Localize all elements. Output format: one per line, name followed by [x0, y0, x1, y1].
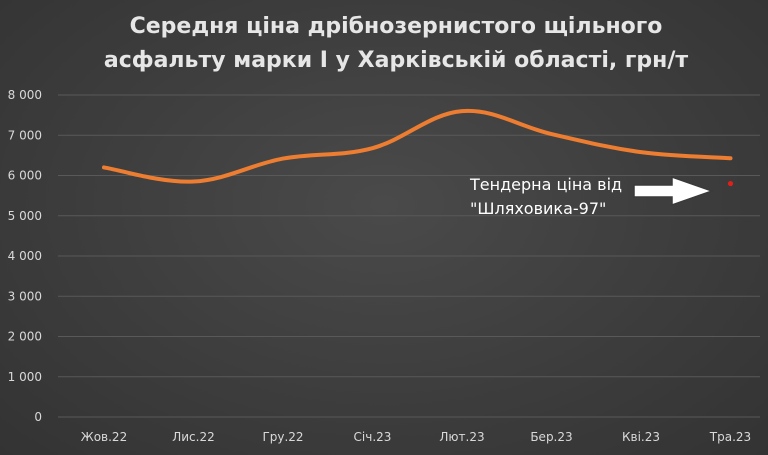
annotation-line-2: "Шляховика-97"	[470, 199, 606, 218]
y-tick-label: 4 000	[8, 249, 42, 263]
y-tick-label: 3 000	[8, 289, 42, 303]
y-tick-label: 1 000	[8, 370, 42, 384]
y-tick-label: 5 000	[8, 209, 42, 223]
x-tick-label: Жов.22	[81, 430, 127, 444]
series-line	[102, 108, 733, 184]
x-axis-tick-labels: Жов.22 Лис.22 Гру.22 Січ.23 Лют.23 Бер.23 Кві.…	[81, 430, 751, 444]
chart-title-line-2: асфальту марки І у Харківській області, …	[104, 48, 688, 73]
tender-annotation: Тендерна ціна від "Шляховика-97"	[469, 175, 715, 218]
chart-title-line-1: Середня ціна дрібнозернистого щільного	[130, 14, 663, 39]
x-tick-label: Лис.22	[172, 430, 215, 444]
chart-title: Середня ціна дрібнозернистого щільного а…	[104, 14, 688, 73]
y-axis-tick-labels: 8 000 7 000 6 000 5 000 4 000 3 000 2 000 1 000…	[8, 88, 42, 424]
y-tick-label: 2 000	[8, 330, 42, 344]
gridlines	[58, 94, 760, 418]
y-tick-label: 0	[34, 410, 42, 424]
tender-price-marker	[727, 180, 734, 187]
x-tick-label: Гру.22	[262, 430, 303, 444]
x-tick-label: Кві.23	[622, 430, 660, 444]
x-tick-label: Лют.23	[439, 430, 484, 444]
annotation-line-1: Тендерна ціна від	[469, 175, 622, 194]
tender-price-point	[727, 180, 734, 187]
y-tick-label: 7 000	[8, 128, 42, 142]
y-tick-label: 6 000	[8, 169, 42, 183]
x-tick-label: Бер.23	[530, 430, 572, 444]
arrow-right-icon	[633, 175, 715, 207]
y-tick-label: 8 000	[8, 88, 42, 102]
x-tick-label: Тра.23	[709, 430, 751, 444]
x-tick-label: Січ.23	[354, 430, 392, 444]
